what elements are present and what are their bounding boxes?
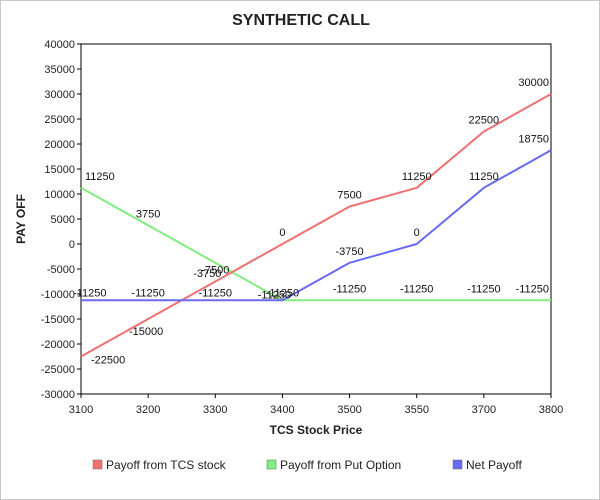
y-axis-title: PAY OFF	[14, 194, 28, 244]
x-tick-label: 3400	[270, 404, 294, 416]
legend-label: Payoff from Put Option	[280, 458, 401, 472]
data-label: -11250	[199, 287, 232, 299]
data-label: -11250	[131, 287, 164, 299]
y-tick-label: 0	[69, 239, 75, 251]
legend-swatch	[92, 459, 103, 470]
chart-title: SYNTHETIC CALL	[232, 12, 370, 29]
data-label: 11250	[469, 171, 499, 183]
y-tick-label: -5000	[47, 264, 75, 276]
y-tick-label: -25000	[41, 364, 75, 376]
data-label: -7500	[201, 265, 229, 277]
y-tick-label: 40000	[44, 39, 75, 51]
y-tick-label: 30000	[44, 89, 75, 101]
data-label: -11250	[467, 283, 500, 295]
data-label: 18750	[518, 133, 549, 145]
legend: Payoff from TCS stock Payoff from Put Opt…	[92, 458, 522, 472]
data-label: -11250	[400, 283, 433, 295]
series-line-2	[81, 149, 552, 302]
x-axis-ticks: 3100 3200 3300 3400 3500 3550 3700 3800	[69, 394, 563, 416]
x-tick-label: 3200	[136, 404, 160, 416]
data-label: -3750	[193, 268, 221, 280]
y-tick-label: 5000	[51, 214, 75, 226]
data-label: 11250	[402, 171, 432, 183]
y-tick-label: 10000	[44, 189, 75, 201]
data-label: -11250	[333, 283, 366, 295]
data-label: -15000	[129, 326, 163, 338]
y-tick-label: 20000	[44, 139, 75, 151]
series-lines	[80, 93, 552, 358]
series-line-1	[80, 186, 551, 302]
data-label: -11250	[516, 283, 549, 295]
legend-item-1: Payoff from Put Option	[266, 458, 401, 472]
data-label: -22500	[91, 355, 125, 367]
legend-swatch	[266, 459, 277, 470]
series-line-0	[80, 93, 552, 358]
y-tick-label: -30000	[41, 389, 75, 401]
legend-item-2: Net Payoff	[452, 458, 522, 472]
data-label: 0	[279, 227, 285, 239]
data-label: -11250	[258, 289, 291, 301]
y-tick-label: 15000	[44, 164, 75, 176]
data-labels: -22500 -15000 -7500 0 7500 11250 22500 30000 112…	[73, 77, 549, 367]
data-label: -11250	[73, 287, 106, 299]
legend-swatch	[452, 459, 463, 470]
y-tick-label: -10000	[41, 289, 75, 301]
y-tick-label: -15000	[41, 314, 75, 326]
y-tick-label: 35000	[44, 64, 75, 76]
x-tick-label: 3700	[472, 404, 496, 416]
x-tick-label: 3550	[404, 404, 428, 416]
x-axis-title: TCS Stock Price	[270, 423, 363, 437]
legend-label: Payoff from TCS stock	[106, 458, 227, 472]
data-label: 7500	[337, 190, 361, 202]
data-label: 30000	[518, 77, 549, 89]
x-tick-label: 3500	[337, 404, 361, 416]
y-tick-label: 25000	[44, 114, 75, 126]
data-label: 22500	[469, 115, 500, 127]
legend-label: Net Payoff	[466, 458, 522, 472]
x-tick-label: 3800	[539, 404, 563, 416]
data-label: -3750	[336, 246, 364, 258]
legend-item-0: Payoff from TCS stock	[92, 458, 227, 472]
data-label: 0	[414, 227, 420, 239]
x-tick-label: 3100	[69, 404, 93, 416]
y-axis-ticks: 40000 35000 30000 25000 20000 15000 10000 5000 0…	[41, 39, 81, 401]
x-tick-label: 3300	[203, 404, 227, 416]
data-label: 3750	[136, 208, 160, 220]
data-label: 11250	[85, 171, 115, 183]
y-tick-label: -20000	[41, 339, 75, 351]
data-label: -11250	[266, 287, 299, 299]
